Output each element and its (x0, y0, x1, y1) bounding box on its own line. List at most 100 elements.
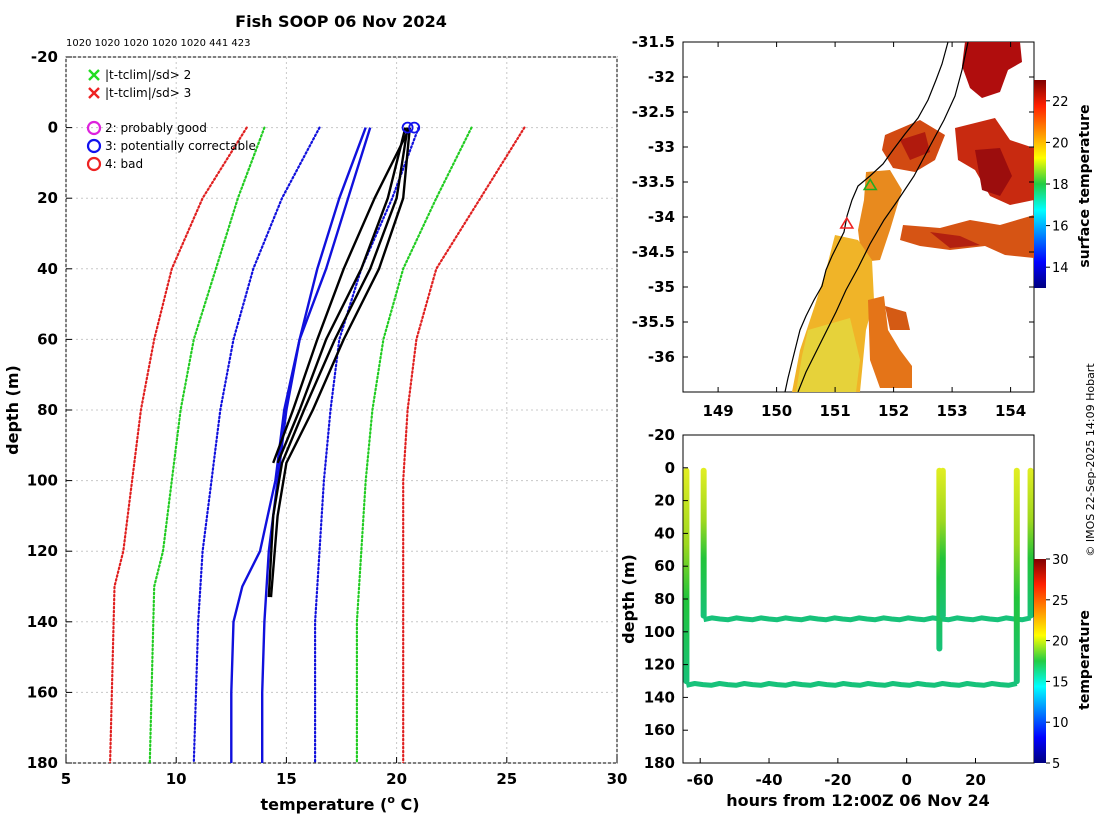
tick-label-y: 120 (27, 542, 58, 560)
tick-label-y: 100 (27, 472, 58, 490)
sst-patch-south-east-2 (885, 306, 910, 330)
cast-profile (939, 467, 946, 619)
map-marker (862, 177, 878, 191)
legend: |t-tclim|/sd> 2 |t-tclim|/sd> 3 2: probabl… (86, 68, 256, 172)
map-tick-label-y: -33 (648, 138, 675, 156)
map-markers (839, 177, 878, 229)
series-clim-2sd-right (355, 126, 473, 763)
legend-label: 3: potentially correctable (105, 139, 256, 153)
tick-label-x: 25 (496, 770, 517, 788)
tick-label-y: 0 (48, 119, 58, 137)
map-tick-label-y: -35 (648, 278, 675, 296)
map-tick-label-x: 150 (761, 402, 792, 420)
map-tick-label-x: 154 (995, 402, 1026, 420)
temperature-colorbar-ticks: 5 10 15 20 25 30 (1046, 553, 1069, 772)
depth-time-x-axis-label: hours from 12:00Z 06 Nov 24 (726, 791, 989, 810)
legend-x-marker (88, 69, 100, 81)
dt-tick-label-y: 60 (654, 557, 675, 575)
tick-label-x: 10 (166, 770, 187, 788)
series-profile-black-1 (276, 127, 407, 464)
dt-tick-label-y: 20 (654, 492, 675, 510)
tick-label-y: 140 (27, 613, 58, 631)
dt-tick-label-y: 120 (644, 656, 675, 674)
temp-colorbar-tick-label: 10 (1052, 716, 1069, 731)
map-tick-label-x: 153 (936, 402, 967, 420)
sst-patch-cool (796, 318, 860, 392)
series-profile-black-2 (272, 127, 411, 464)
map-tick-label-y: -34.5 (632, 243, 675, 261)
map-marker (839, 216, 855, 229)
dt-tick-label-y: 40 (654, 524, 675, 542)
cast-profile (683, 467, 690, 685)
depth-time-data (683, 467, 1034, 688)
dt-tick-label-x: -60 (687, 771, 714, 789)
flag-circle (401, 121, 414, 134)
profile-x-axis-label: temperature (o C) (260, 793, 419, 814)
temp-colorbar-tick-label: 20 (1052, 635, 1069, 650)
legend-label: |t-tclim|/sd> 2 (105, 68, 191, 82)
dt-tick-label-y: -20 (648, 426, 675, 444)
series-clim-3sd-left (108, 126, 248, 763)
legend-circle-marker (86, 156, 102, 172)
dt-tick-label-y: 160 (644, 721, 675, 739)
map-x-ticks: 149 150 151 152 153 154 (702, 42, 1026, 420)
sst-patch-coast-north-2 (900, 132, 930, 160)
dt-tick-label-x: 0 (901, 771, 911, 789)
map-tick-label-y: -32.5 (632, 103, 675, 121)
tick-label-y: 180 (27, 754, 58, 772)
profile-series (108, 126, 526, 763)
sst-patch-south-east (868, 296, 912, 388)
map-panel: 149 150 151 152 153 154 -31.5 -32 -32.5 -33 -33.5… (632, 33, 1093, 420)
map-tick-label-x: 151 (819, 402, 850, 420)
cast-profile (700, 467, 707, 619)
flag-circle (408, 121, 421, 134)
sst-patch-mid-2 (930, 232, 980, 248)
legend-label: |t-tclim|/sd> 3 (105, 86, 191, 100)
series-clim-3sd-right (402, 126, 526, 763)
tick-label-y: -20 (31, 48, 58, 66)
sst-patch-mid (900, 215, 1034, 258)
profile-x-ticks: 5 10 15 20 25 30 (61, 757, 628, 788)
tick-label-x: 30 (607, 770, 628, 788)
map-tick-label-y: -32 (648, 68, 675, 86)
depth-time-y-axis-label: depth (m) (619, 554, 638, 644)
map-tick-label-y: -36 (648, 348, 675, 366)
temp-colorbar-tick-label: 5 (1052, 757, 1060, 772)
depth-track (685, 681, 1018, 688)
legend-label: 2: probably good (105, 121, 207, 135)
dt-tick-label-x: 20 (965, 771, 986, 789)
map-tick-label-x: 152 (878, 402, 909, 420)
dt-tick-label-x: -40 (755, 771, 782, 789)
tick-label-y: 20 (37, 189, 58, 207)
map-colorbar-tick-label: 16 (1052, 220, 1069, 235)
map-colorbar-tick-label: 14 (1052, 261, 1069, 276)
series-profile-blue-2 (230, 127, 372, 763)
temperature-colorbar (1034, 559, 1046, 763)
credit-text: © IMOS 22-Sep-2025 14:09 Hobart (1084, 363, 1097, 557)
series-profile-black-4 (269, 127, 411, 598)
legend-circle-marker (86, 120, 102, 136)
series-profile-black-3 (267, 127, 409, 598)
dt-tick-label-y: 80 (654, 590, 675, 608)
map-colorbar-tick-label: 20 (1052, 136, 1069, 151)
cast-profile (1013, 467, 1020, 685)
temperature-colorbar-label: temperature (1077, 610, 1093, 710)
dt-tick-label-y: 140 (644, 688, 675, 706)
tick-label-y: 60 (37, 330, 58, 348)
series-clim-1sd-right (314, 126, 420, 763)
dt-tick-label-y: 0 (665, 459, 675, 477)
profile-y-axis-label: depth (m) (3, 365, 22, 455)
coastline-line (784, 42, 949, 392)
map-colorbar-label: surface temperature (1077, 104, 1093, 267)
map-colorbar-tick-label: 18 (1052, 178, 1069, 193)
legend-circle-marker (86, 138, 102, 154)
isobath-line (797, 42, 969, 392)
depth-time-panel: -60 -40 -20 0 20 -20 0 20 40 60 80 100 120 140 160 180… (619, 426, 1093, 810)
tick-label-y: 160 (27, 683, 58, 701)
tick-label-y: 40 (37, 260, 58, 278)
map-tick-label-x: 149 (702, 402, 733, 420)
profile-panel: Fish SOOP 06 Nov 2024 1020 1020 1020 102… (3, 12, 627, 814)
map-colorbar-tick-label: 22 (1052, 95, 1069, 110)
tick-label-y: 80 (37, 401, 58, 419)
